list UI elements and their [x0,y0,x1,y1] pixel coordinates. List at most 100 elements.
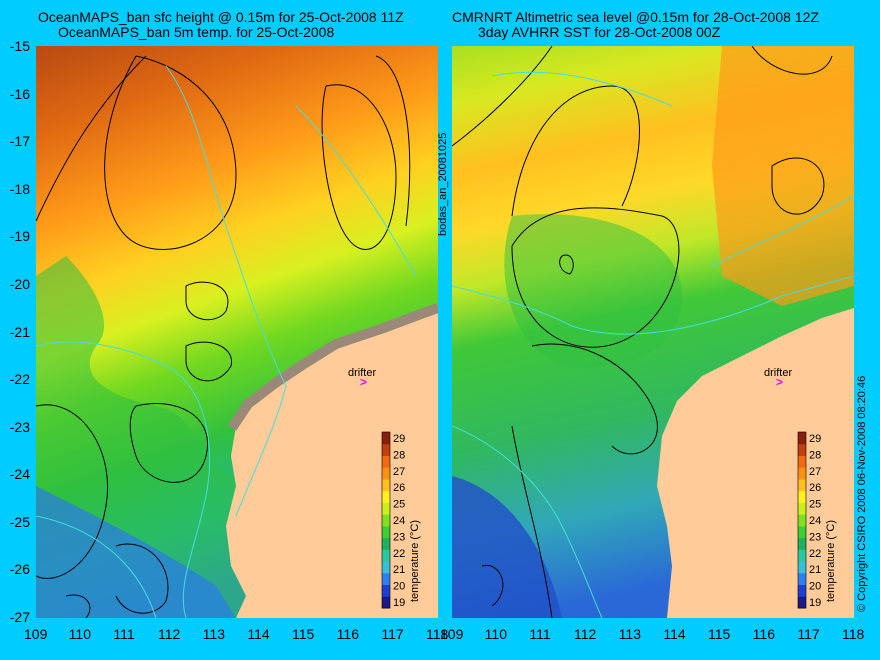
colorbar-tick-label: 26 [809,482,821,494]
left-title-line1: OceanMAPS_ban sfc height @ 0.15m for 25-… [38,9,404,25]
longitude-tick-label: 117 [797,626,820,642]
colorbar-tick-label: 29 [809,433,821,445]
colorbar-segment [798,584,806,597]
longitude-tick-label: 116 [752,626,775,642]
colorbar-label: temperature (°C) [825,520,837,602]
latitude-tick-label: -27 [9,609,30,625]
longitude-tick-label: 114 [247,626,270,642]
left-drifter-marker: > [360,375,367,389]
colorbar-segment [382,561,390,574]
bathymetry-lines [452,71,854,618]
colorbar-tick-label: 28 [393,449,405,461]
colorbar-segment [382,455,390,468]
colorbar-border [381,431,391,609]
left-drifter-label: drifter [348,367,376,379]
colorbar-segment [798,443,806,456]
colorbar-segment [798,596,806,609]
colorbar-segment [798,549,806,562]
colorbar-segment [798,525,806,539]
left-map-svg: drifter > 29 28 27 26 25 24 23 22 21 20 19 temperat… [36,46,438,618]
colorbar-segment [382,514,390,527]
longitude-tick-label: 109 [24,626,48,642]
colorbar-segment [798,467,806,480]
colorbar-tick-label: 27 [809,466,821,478]
right-map-panel: drifter > 29 28 27 26 25 24 23 22 21 20 19 temperat… [452,46,854,618]
left-colorbar: 29 28 27 26 25 24 23 22 21 20 19 temperature (°C) [381,431,421,609]
colorbar-segment [798,455,806,468]
longitude-tick-label: 117 [381,626,404,642]
colorbar-label: temperature (°C) [409,520,421,602]
colorbar-segment [382,549,390,562]
colorbar-tick-label: 24 [393,515,405,527]
right-drifter-label: drifter [764,367,792,379]
colorbar-segment [798,561,806,574]
longitude-tick-label: 116 [336,626,359,642]
colorbar-segment [382,596,390,609]
longitude-tick-label: 115 [708,626,731,642]
colorbar-tick-label: 22 [809,548,821,560]
longitude-tick-label: 114 [663,626,686,642]
longitude-tick-label: 111 [113,626,135,642]
colorbar-segment [798,572,806,586]
latitude-tick-label: -16 [9,85,30,102]
colorbar-tick-label: 25 [809,499,821,511]
colorbar-tick-label: 27 [393,466,405,478]
cool-eddy-region [504,214,682,368]
colorbar-segment [382,502,390,515]
latitude-tick-label: -25 [9,513,30,530]
colorbar-segment [382,572,390,586]
colorbar-segment [798,502,806,515]
latitude-tick-label: -17 [9,133,30,150]
colorbar-segment [382,525,390,539]
sea-level-contours [452,46,833,618]
longitude-tick-label: 110 [68,626,91,642]
right-colorbar: 29 28 27 26 25 24 23 22 21 20 19 temperature (°C) [797,431,837,609]
colorbar-segment [798,537,806,550]
colorbar-tick-label: 29 [393,433,405,445]
colorbar-tick-label: 21 [809,564,821,576]
colorbar-tick-label: 25 [393,499,405,511]
colorbar-segment [798,490,806,503]
latitude-tick-label: -26 [9,561,30,578]
colorbar-tick-label: 20 [809,581,821,593]
left-map-panel: drifter > 29 28 27 26 25 24 23 22 21 20 19 temperat… [36,46,438,618]
colorbar-tick-label: 28 [809,449,821,461]
colorbar-tick-label: 23 [393,531,405,543]
colorbar-tick-label: 20 [393,581,405,593]
copyright-label: © Copyright CSIRO 2008 06-Nov-2008 08:20… [856,375,868,612]
latitude-tick-label: -18 [9,180,30,197]
colorbar-segment [382,584,390,597]
longitude-tick-label: 118 [842,626,865,642]
run-id-label: bodas_an_20081025 [437,132,449,236]
colorbar-segment [382,467,390,480]
colorbar-tick-label: 26 [393,482,405,494]
left-title-line2: OceanMAPS_ban 5m temp. for 25-Oct-2008 [58,24,335,40]
warm-water-region [712,46,854,306]
latitude-tick-label: -23 [9,418,30,435]
longitude-tick-label: 115 [292,626,315,642]
longitude-tick-label: 118 [426,626,449,642]
bathymetry-lines [36,65,417,618]
longitude-tick-label: 113 [618,626,641,642]
colorbar-border [797,431,807,609]
right-drifter-marker: > [776,375,783,389]
right-title-line2: 3day AVHRR SST for 28-Oct-2008 00Z [478,24,721,40]
colorbar-tick-label: 21 [393,564,405,576]
colorbar-tick-label: 23 [809,531,821,543]
cold-water-region [452,476,562,618]
colorbar-tick-label: 22 [393,548,405,560]
colorbar-tick-label: 19 [809,597,821,609]
colorbar-segment [382,443,390,456]
colorbar-segment [382,490,390,503]
longitude-tick-label: 112 [158,626,181,642]
latitude-tick-label: -22 [9,371,30,388]
longitude-tick-label: 113 [202,626,225,642]
longitude-tick-label: 111 [529,626,551,642]
colorbar-segment [798,478,806,492]
longitude-tick-label: 109 [440,626,464,642]
cold-water-region [36,486,236,618]
latitude-tick-label: -15 [9,38,30,54]
latitude-tick-label: -21 [9,323,30,340]
colorbar-tick-label: 19 [393,597,405,609]
longitude-tick-label: 110 [484,626,507,642]
